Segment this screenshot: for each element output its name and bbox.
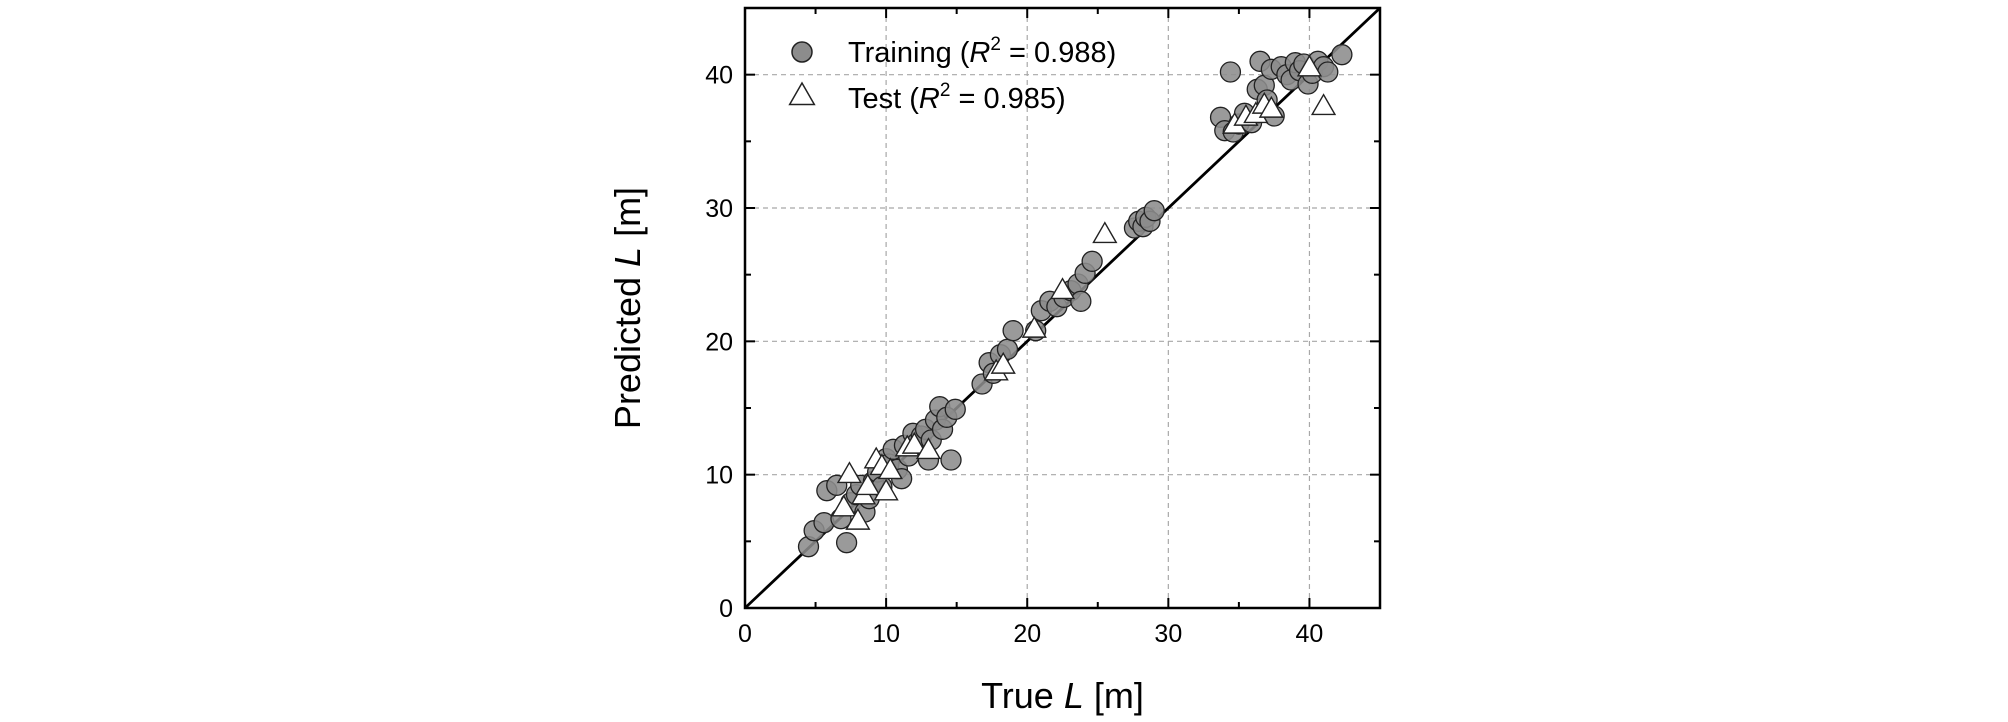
x-tick-label: 40 [1296, 620, 1324, 648]
point-test [836, 461, 863, 484]
x-tick-label: 20 [1013, 620, 1041, 648]
point-training [940, 449, 962, 471]
data-points [797, 44, 1353, 558]
legend: Training (R2 = 0.988) Test (R2 = 0.985) [788, 34, 1116, 115]
x-tick-label: 10 [872, 620, 900, 648]
x-axis-title-prefix: True [981, 675, 1064, 716]
y-tick-label: 20 [705, 328, 733, 356]
y-axis-title: Predicted L [m] [607, 187, 648, 429]
point-test [1296, 54, 1323, 77]
y-tick-label: 40 [705, 62, 733, 90]
point-training [944, 398, 966, 420]
legend-training-prefix: Training ( [848, 37, 970, 69]
point-test [873, 478, 899, 501]
point-test [855, 473, 881, 496]
legend-training-value: = 0.988) [1001, 37, 1116, 69]
x-tick-label: 0 [738, 620, 752, 648]
y-tick-label: 10 [705, 462, 733, 490]
x-axis-title-suffix: [m] [1084, 675, 1144, 716]
point-training [1331, 44, 1353, 66]
point-training [1143, 200, 1165, 222]
axis-ticks: 0 10 20 30 40 0 10 20 30 40 [705, 8, 1380, 648]
y-axis-title-var: L [607, 247, 648, 267]
point-test [1021, 315, 1047, 338]
legend-test-value: = 0.985) [950, 83, 1065, 115]
plot-frame [743, 6, 1382, 610]
x-axis-title-var: L [1064, 675, 1084, 716]
point-test [1258, 95, 1284, 118]
point-test [1092, 221, 1118, 244]
legend-label-training: Training (R2 = 0.988) [848, 34, 1116, 69]
point-training [1002, 320, 1024, 342]
point-test [990, 351, 1016, 374]
point-training [835, 532, 858, 554]
point-training [996, 338, 1019, 360]
point-test [831, 494, 857, 517]
y-axis-title-suffix: [m] [607, 187, 648, 247]
y-tick-label: 0 [719, 595, 733, 623]
legend-marker-test [788, 81, 816, 106]
point-training [1081, 250, 1103, 272]
point-training [1219, 61, 1242, 83]
point-test [1310, 93, 1337, 116]
grid-lines [745, 8, 1380, 608]
legend-label-test: Test (R2 = 0.985) [848, 80, 1066, 115]
point-test [901, 431, 927, 454]
point-test [1049, 277, 1076, 300]
point-test [877, 457, 903, 480]
point-training [1070, 290, 1092, 312]
x-axis-title: True L [m] [981, 675, 1144, 716]
legend-test-r: R [919, 83, 940, 115]
legend-marker-training [791, 41, 813, 63]
legend-training-sup: 2 [990, 34, 1001, 55]
y-tick-label: 30 [705, 195, 733, 223]
point-test [915, 437, 942, 460]
legend-test-sup: 2 [940, 80, 951, 101]
point-test [845, 507, 871, 530]
y-axis-title-prefix: Predicted [607, 267, 648, 429]
legend-training-r: R [969, 37, 990, 69]
point-training [1317, 61, 1339, 83]
x-tick-label: 30 [1154, 620, 1182, 648]
legend-test-prefix: Test ( [848, 83, 919, 115]
